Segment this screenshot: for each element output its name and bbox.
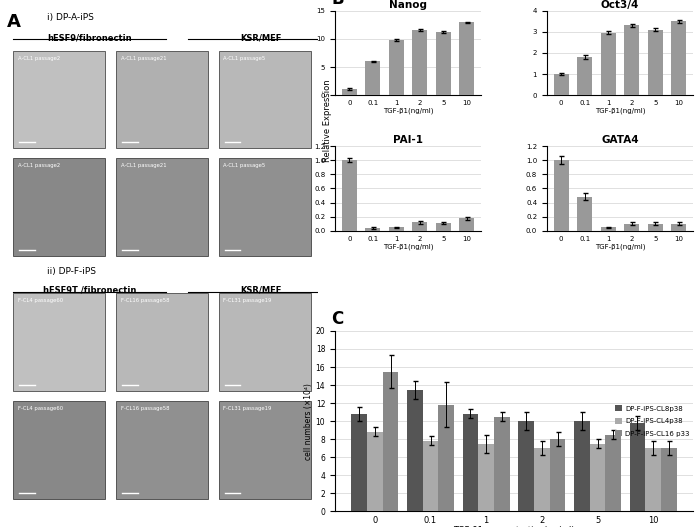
Text: A: A bbox=[7, 13, 21, 31]
Bar bbox=[459, 218, 475, 231]
Bar bbox=[645, 448, 661, 511]
Bar bbox=[648, 224, 663, 231]
Text: F-CL31 passage19: F-CL31 passage19 bbox=[223, 406, 272, 411]
Text: C: C bbox=[332, 310, 344, 328]
Bar bbox=[383, 372, 398, 511]
Bar bbox=[218, 51, 311, 148]
Bar bbox=[342, 89, 357, 95]
Bar bbox=[13, 401, 105, 499]
Y-axis label: cell numbers (×10⁴): cell numbers (×10⁴) bbox=[304, 383, 313, 460]
Text: F-CL4 passage60: F-CL4 passage60 bbox=[18, 406, 63, 411]
Title: GATA4: GATA4 bbox=[601, 135, 639, 145]
Bar bbox=[435, 223, 451, 231]
Bar bbox=[365, 228, 381, 231]
Bar bbox=[412, 222, 428, 231]
Bar bbox=[218, 158, 311, 256]
Bar bbox=[389, 227, 404, 231]
Bar bbox=[671, 21, 687, 95]
X-axis label: TGF-β1 concentration(ng/ml): TGF-β1 concentration(ng/ml) bbox=[453, 526, 575, 527]
Bar bbox=[13, 294, 105, 391]
Bar bbox=[624, 224, 639, 231]
Bar bbox=[494, 416, 510, 511]
Text: F-CL16 passage58: F-CL16 passage58 bbox=[120, 298, 169, 304]
Bar bbox=[606, 435, 621, 511]
Bar bbox=[463, 414, 478, 511]
Text: hESF9/fibronectin: hESF9/fibronectin bbox=[47, 33, 132, 42]
Text: F-CL4 passage60: F-CL4 passage60 bbox=[18, 298, 63, 304]
Bar bbox=[624, 25, 639, 95]
Bar bbox=[342, 160, 357, 231]
Bar bbox=[13, 158, 105, 256]
Bar bbox=[13, 51, 105, 148]
Bar bbox=[435, 32, 451, 95]
Title: Oct3/4: Oct3/4 bbox=[601, 0, 639, 10]
Bar bbox=[459, 23, 475, 95]
Bar bbox=[218, 401, 311, 499]
Bar bbox=[478, 444, 494, 511]
Bar bbox=[577, 197, 592, 231]
Text: F-CL16 passage58: F-CL16 passage58 bbox=[120, 406, 169, 411]
Bar bbox=[661, 448, 677, 511]
Text: hESF9T /fibronectin: hESF9T /fibronectin bbox=[43, 286, 136, 295]
X-axis label: TGF-β1(ng/ml): TGF-β1(ng/ml) bbox=[595, 243, 645, 250]
Text: A-CL1 passage2: A-CL1 passage2 bbox=[18, 56, 60, 61]
Bar bbox=[518, 421, 534, 511]
Text: i) DP-A-iPS: i) DP-A-iPS bbox=[48, 13, 94, 22]
Bar bbox=[629, 423, 645, 511]
Bar bbox=[534, 448, 550, 511]
Text: F-CL31 passage19: F-CL31 passage19 bbox=[223, 298, 272, 304]
Bar bbox=[601, 227, 616, 231]
Bar bbox=[577, 57, 592, 95]
Bar bbox=[601, 33, 616, 95]
Bar bbox=[116, 51, 208, 148]
Bar bbox=[116, 294, 208, 391]
X-axis label: TGF-β1(ng/ml): TGF-β1(ng/ml) bbox=[383, 108, 433, 114]
Bar bbox=[407, 389, 423, 511]
Bar bbox=[423, 441, 438, 511]
X-axis label: TGF-β1(ng/ml): TGF-β1(ng/ml) bbox=[383, 243, 433, 250]
Title: Nanog: Nanog bbox=[389, 0, 427, 10]
Legend: DP-F-iPS-CL8p38, DP-F-iPS-CL4p38, DP-F-iPS-CL16 p33: DP-F-iPS-CL8p38, DP-F-iPS-CL4p38, DP-F-i… bbox=[615, 405, 690, 437]
Text: KSR/MEF: KSR/MEF bbox=[240, 286, 281, 295]
Bar bbox=[554, 74, 569, 95]
Bar bbox=[671, 224, 687, 231]
Bar bbox=[550, 439, 566, 511]
Text: A-CL1 passage21: A-CL1 passage21 bbox=[120, 56, 166, 61]
X-axis label: TGF-β1(ng/ml): TGF-β1(ng/ml) bbox=[595, 108, 645, 114]
Bar bbox=[351, 414, 367, 511]
Bar bbox=[218, 294, 311, 391]
Text: ii) DP-F-iPS: ii) DP-F-iPS bbox=[48, 267, 97, 276]
Text: A-CL1 passage5: A-CL1 passage5 bbox=[223, 56, 265, 61]
Bar bbox=[574, 421, 589, 511]
Bar bbox=[116, 401, 208, 499]
Title: PAI-1: PAI-1 bbox=[393, 135, 423, 145]
Bar bbox=[365, 61, 381, 95]
Bar bbox=[412, 31, 428, 95]
Text: A-CL1 passage21: A-CL1 passage21 bbox=[120, 163, 166, 168]
Bar bbox=[438, 405, 454, 511]
Bar bbox=[116, 158, 208, 256]
Bar bbox=[389, 40, 404, 95]
Text: A-CL1 passage5: A-CL1 passage5 bbox=[223, 163, 265, 168]
Bar bbox=[367, 432, 383, 511]
Text: Relative Expression: Relative Expression bbox=[323, 80, 332, 162]
Text: B: B bbox=[332, 0, 344, 8]
Bar bbox=[554, 160, 569, 231]
Text: KSR/MEF: KSR/MEF bbox=[240, 33, 281, 42]
Bar bbox=[648, 30, 663, 95]
Bar bbox=[589, 444, 606, 511]
Text: A-CL1 passage2: A-CL1 passage2 bbox=[18, 163, 60, 168]
